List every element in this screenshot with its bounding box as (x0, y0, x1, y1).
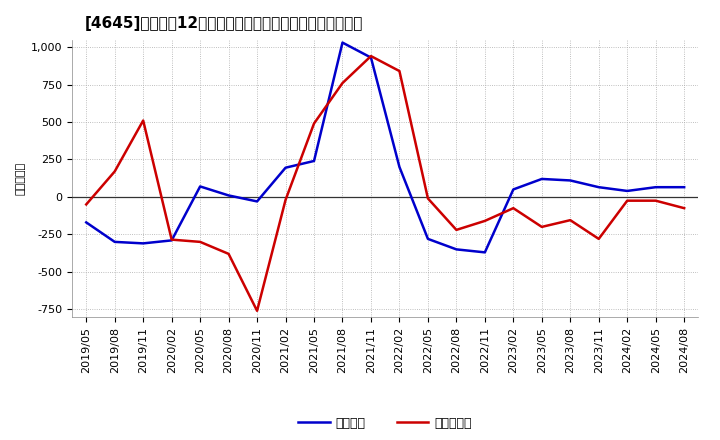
経常利益 (452, 247, 461, 252)
経常利益 (310, 158, 318, 164)
経常利益 (110, 239, 119, 245)
Text: [4645]　利益だ12か月移動合計の対前年同期増減額の推移: [4645] 利益だ12か月移動合計の対前年同期増減額の推移 (84, 16, 363, 32)
当期純利益 (253, 308, 261, 313)
当期純利益 (395, 69, 404, 74)
当期純利益 (310, 121, 318, 126)
経常利益 (652, 184, 660, 190)
当期純利益 (537, 224, 546, 230)
経常利益 (423, 236, 432, 242)
当期純利益 (480, 218, 489, 224)
Legend: 経常利益, 当期純利益: 経常利益, 当期純利益 (293, 412, 477, 435)
当期純利益 (110, 169, 119, 174)
経常利益 (82, 220, 91, 225)
経常利益 (566, 178, 575, 183)
経常利益 (338, 40, 347, 45)
当期純利益 (82, 202, 91, 207)
当期純利益 (282, 197, 290, 202)
当期純利益 (139, 118, 148, 123)
当期純利益 (338, 81, 347, 86)
当期純利益 (566, 217, 575, 223)
経常利益 (366, 55, 375, 60)
当期純利益 (167, 237, 176, 242)
Line: 当期純利益: 当期純利益 (86, 56, 684, 311)
当期純利益 (196, 239, 204, 245)
経常利益 (480, 250, 489, 255)
当期純利益 (423, 196, 432, 201)
当期純利益 (652, 198, 660, 203)
Y-axis label: （百万円）: （百万円） (15, 161, 25, 195)
経常利益 (196, 184, 204, 189)
当期純利益 (509, 205, 518, 211)
経常利益 (282, 165, 290, 170)
経常利益 (395, 164, 404, 169)
経常利益 (509, 187, 518, 192)
Line: 経常利益: 経常利益 (86, 43, 684, 253)
経常利益 (680, 184, 688, 190)
経常利益 (595, 184, 603, 190)
経常利益 (167, 238, 176, 243)
当期純利益 (595, 236, 603, 242)
経常利益 (623, 188, 631, 194)
経常利益 (225, 193, 233, 198)
当期純利益 (452, 227, 461, 232)
当期純利益 (366, 53, 375, 59)
当期純利益 (623, 198, 631, 203)
当期純利益 (225, 251, 233, 257)
経常利益 (139, 241, 148, 246)
経常利益 (537, 176, 546, 182)
当期純利益 (680, 205, 688, 211)
経常利益 (253, 199, 261, 204)
